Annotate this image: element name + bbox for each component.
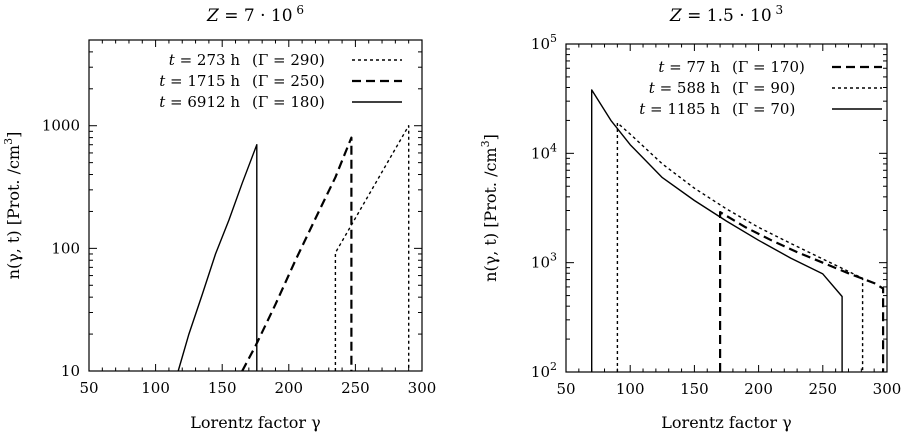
- y-axis-label: n(γ, t) [Prot. /cm3]: [2, 132, 23, 280]
- plot-frame: [565, 43, 888, 373]
- x-axis-label: Lorentz factor γ: [190, 413, 320, 432]
- y-tick-base: 10: [531, 254, 550, 272]
- x-tick-label: 300: [408, 379, 437, 397]
- x-tick-label: 250: [341, 379, 370, 397]
- legend-t-value: = 1715 h: [165, 72, 240, 90]
- legend-t-value: = 273 h: [175, 51, 241, 69]
- legend-label: t = 1715 h: [159, 72, 240, 90]
- y-tick-label: 103: [531, 251, 557, 272]
- series-line-2: [616, 122, 864, 372]
- series-line-2: [241, 136, 353, 372]
- legend-t-value: = 77 h: [664, 58, 720, 76]
- y-tick-label: 104: [531, 141, 557, 162]
- y-label-main: n(γ, t) [Prot. /cm: [4, 145, 23, 279]
- y-label-close: ]: [481, 134, 500, 140]
- y-tick-base: 10: [61, 362, 80, 380]
- y-tick-base: 1000: [42, 117, 80, 135]
- x-tick-label: 250: [808, 380, 837, 398]
- x-tick-label: 100: [616, 380, 645, 398]
- legend-gamma: (Γ = 90): [732, 79, 795, 97]
- title-exponent: 6: [293, 3, 304, 17]
- y-tick-label: 1000: [42, 117, 80, 135]
- y-tick-base: 10: [531, 35, 550, 53]
- x-tick-label: 150: [208, 379, 237, 397]
- legend-t-var: t: [649, 79, 656, 97]
- legend-t-var: t: [639, 100, 646, 118]
- y-tick-exponent: 3: [550, 251, 557, 264]
- legend-t-value: = 6912 h: [165, 93, 240, 111]
- legend-label: t = 77 h: [658, 58, 720, 76]
- legend-label: t = 1185 h: [639, 100, 720, 118]
- legend-t-var: t: [169, 51, 176, 69]
- legend-gamma: (Γ = 170): [732, 58, 805, 76]
- legend-t-var: t: [658, 58, 665, 76]
- y-tick-label: 10: [61, 362, 80, 380]
- y-tick-base: 100: [51, 239, 80, 257]
- series-line-3: [177, 143, 258, 372]
- legend-t-value: = 1185 h: [645, 100, 720, 118]
- y-axis-label: n(γ, t) [Prot. /cm3]: [479, 134, 500, 282]
- x-tick-label: 100: [141, 379, 170, 397]
- y-tick-base: 10: [531, 363, 550, 381]
- chart-1: 50 100 150 200 250 300 10 100 1000 Z = 7 · 10 6 Lo…: [2, 3, 436, 432]
- x-tick-label: 150: [680, 380, 709, 398]
- x-tick-label: 200: [274, 379, 303, 397]
- y-tick-label: 102: [531, 360, 557, 381]
- y-label-exponent: 3: [2, 138, 15, 145]
- legend-gamma: (Γ = 180): [252, 93, 325, 111]
- title-value: = 7 · 10: [219, 6, 293, 26]
- y-tick-exponent: 2: [550, 360, 557, 373]
- y-label-exponent: 3: [479, 140, 492, 147]
- title-value: = 1.5 · 10: [682, 6, 772, 26]
- legend-t-value: = 588 h: [655, 79, 721, 97]
- y-tick-exponent: 4: [550, 141, 557, 154]
- chart-title: Z = 1.5 · 10 3: [669, 3, 783, 26]
- legend-label: t = 6912 h: [159, 93, 240, 111]
- title-variable: Z: [669, 6, 683, 26]
- legend-gamma: (Γ = 290): [252, 51, 325, 69]
- series-line-3: [591, 89, 843, 372]
- x-tick-label: 50: [556, 380, 575, 398]
- x-axis-label: Lorentz factor γ: [661, 413, 791, 432]
- legend-gamma: (Γ = 250): [252, 72, 325, 90]
- chart-title: Z = 7 · 10 6: [206, 3, 304, 26]
- legend-t-var: t: [159, 93, 166, 111]
- x-tick-label: 300: [873, 380, 902, 398]
- series-line-1: [718, 211, 885, 372]
- y-tick-label: 100: [51, 239, 80, 257]
- y-label-close: ]: [4, 132, 23, 138]
- legend-gamma: (Γ = 70): [732, 100, 795, 118]
- title-variable: Z: [206, 6, 220, 26]
- y-tick-exponent: 5: [550, 32, 557, 45]
- y-tick-label: 105: [531, 32, 557, 53]
- legend-t-var: t: [159, 72, 166, 90]
- legend-label: t = 588 h: [649, 79, 721, 97]
- series-line-1: [334, 124, 410, 371]
- title-exponent: 3: [772, 3, 783, 17]
- y-tick-base: 10: [531, 144, 550, 162]
- x-tick-label: 50: [79, 379, 98, 397]
- y-label-main: n(γ, t) [Prot. /cm: [481, 147, 500, 281]
- x-tick-label: 200: [744, 380, 773, 398]
- plot-frame: [88, 39, 423, 372]
- legend-label: t = 273 h: [169, 51, 241, 69]
